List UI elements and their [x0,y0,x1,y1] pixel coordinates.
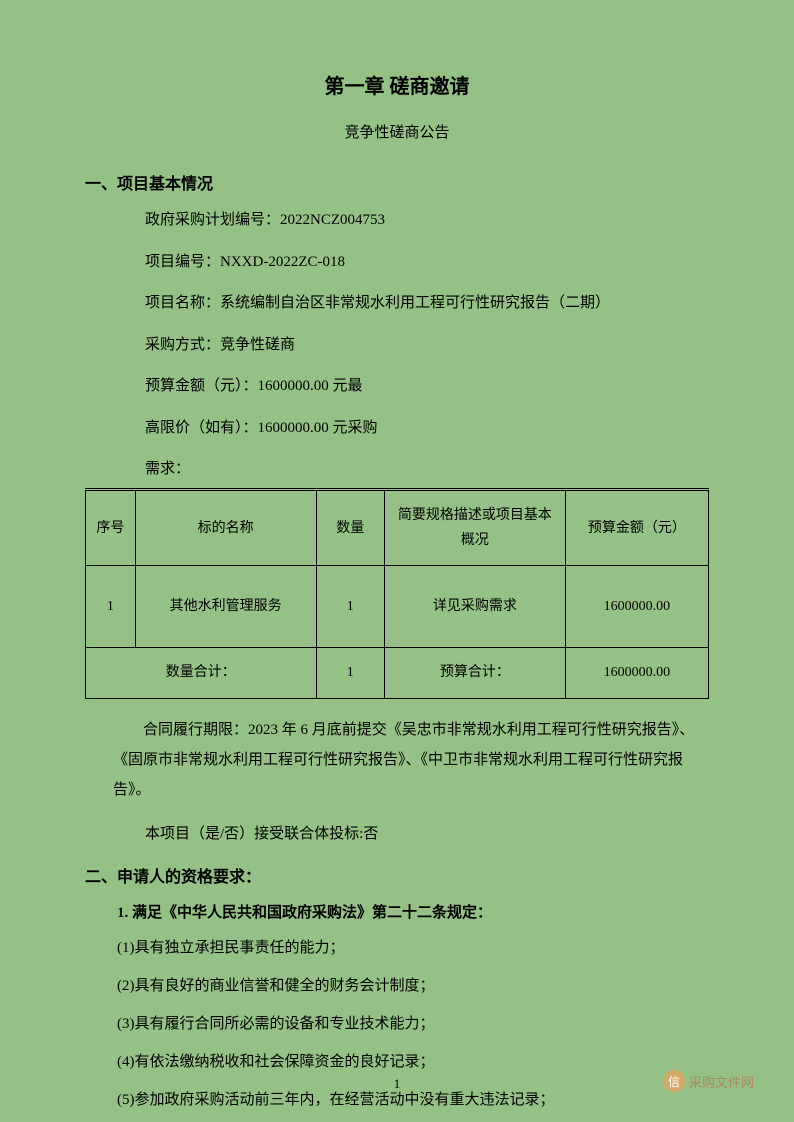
th-name: 标的名称 [135,490,316,566]
contract-period: 合同履行期限：2023 年 6 月底前提交《吴忠市非常规水利用工程可行性研究报告… [113,715,709,805]
td-name: 其他水利管理服务 [135,566,316,648]
project-no-value: NXXD-2022ZC-018 [220,254,345,270]
budget-value: 1600000.00 元最 [258,378,363,394]
ceiling-label: 高限价（如有）： [145,420,258,436]
th-seq: 序号 [86,490,136,566]
method-label: 采购方式： [145,337,220,353]
th-desc: 简要规格描述或项目基本概况 [385,490,566,566]
method-line: 采购方式：竞争性磋商 [145,333,709,359]
ceiling-line: 高限价（如有）：1600000.00 元采购 [145,416,709,442]
watermark-icon: 信 [663,1070,685,1092]
plan-no-value: 2022NCZ004753 [280,212,385,228]
method-value: 竞争性磋商 [220,337,295,353]
watermark: 信 采购文件网 [663,1070,754,1092]
td-budget-total: 1600000.00 [565,648,708,698]
td-seq: 1 [86,566,136,648]
project-no-line: 项目编号：NXXD-2022ZC-018 [145,250,709,276]
th-budget: 预算金额（元） [565,490,708,566]
project-no-label: 项目编号： [145,254,220,270]
requirements-label: 需求： [145,457,709,478]
section1-heading: 一、项目基本情况 [85,170,709,194]
td-desc: 详见采购需求 [385,566,566,648]
project-name-value: 系统编制自治区非常规水利用工程可行性研究报告（二期） [220,295,610,311]
budget-label: 预算金额（元）： [145,378,258,394]
td-budget: 1600000.00 [565,566,708,648]
table-summary-row: 数量合计： 1 预算合计： 1600000.00 [86,648,709,698]
td-qty-label: 数量合计： [86,648,317,698]
td-budget-label: 预算合计： [385,648,566,698]
plan-no-label: 政府采购计划编号： [145,212,280,228]
requirements-table: 序号 标的名称 数量 简要规格描述或项目基本概况 预算金额（元） 1 其他水利管… [85,488,709,699]
budget-line: 预算金额（元）：1600000.00 元最 [145,374,709,400]
consortium-line: 本项目（是/否）接受联合体投标:否 [145,819,709,849]
req-item-2: (2)具有良好的商业信誉和健全的财务会计制度； [117,974,709,998]
req-item-1: (1)具有独立承担民事责任的能力； [117,936,709,960]
ceiling-value: 1600000.00 元采购 [258,420,378,436]
req-item-4: (4)有依法缴纳税收和社会保障资金的良好记录； [117,1050,709,1074]
chapter-title: 第一章 磋商邀请 [85,70,709,99]
plan-no-line: 政府采购计划编号：2022NCZ004753 [145,208,709,234]
project-name-label: 项目名称： [145,295,220,311]
td-qty-total: 1 [316,648,385,698]
rule-title: 1. 满足《中华人民共和国政府采购法》第二十二条规定： [117,901,709,922]
td-qty: 1 [316,566,385,648]
table-header-row: 序号 标的名称 数量 简要规格描述或项目基本概况 预算金额（元） [86,490,709,566]
req-item-3: (3)具有履行合同所必需的设备和专业技术能力； [117,1012,709,1036]
section2-heading: 二、申请人的资格要求： [85,863,709,887]
project-name-line: 项目名称：系统编制自治区非常规水利用工程可行性研究报告（二期） [145,291,709,317]
th-qty: 数量 [316,490,385,566]
table-row: 1 其他水利管理服务 1 详见采购需求 1600000.00 [86,566,709,648]
watermark-text: 采购文件网 [689,1072,754,1091]
chapter-subtitle: 竞争性磋商公告 [85,121,709,142]
